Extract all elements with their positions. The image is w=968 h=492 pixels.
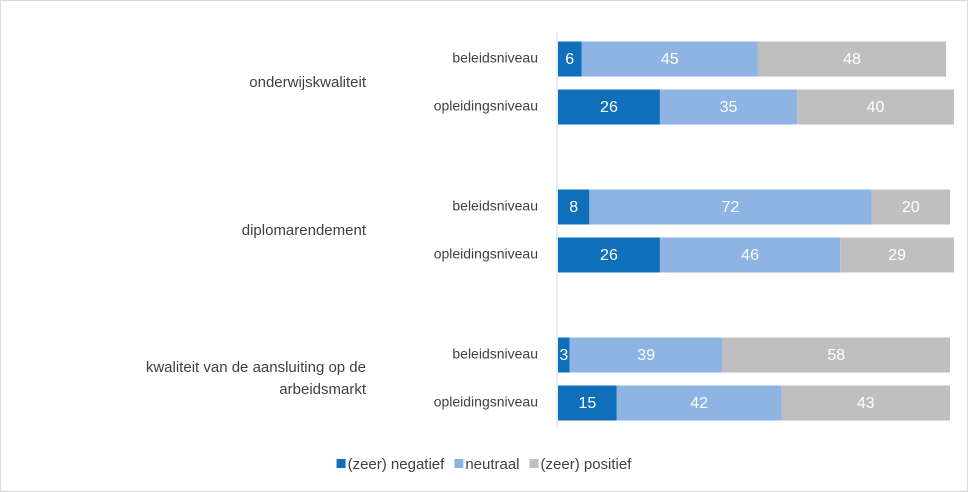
row-label: opleidingsniveau — [434, 246, 538, 262]
bar-segment — [616, 385, 782, 421]
bar-segment — [797, 89, 954, 125]
data-label: 35 — [720, 99, 738, 116]
legend-label: (zeer) negatief — [348, 456, 446, 473]
data-label: 45 — [661, 51, 679, 68]
data-label: 6 — [565, 51, 574, 68]
bar-segment — [757, 41, 947, 77]
row-label: beleidsniveau — [452, 198, 538, 214]
data-label: 20 — [902, 199, 920, 216]
bar-segment — [659, 89, 798, 125]
group-label: diplomarendement — [241, 222, 366, 239]
data-label: 29 — [888, 247, 906, 264]
row-label: beleidsniveau — [452, 50, 538, 66]
legend-label: (zeer) positief — [541, 456, 633, 473]
bar-segment — [558, 385, 617, 421]
legend-label: neutraal — [465, 456, 519, 473]
bar-segment — [781, 385, 950, 421]
bar-segment — [722, 337, 950, 373]
data-label: 26 — [600, 247, 618, 264]
data-label: 40 — [867, 99, 885, 116]
bar-segment — [558, 189, 590, 225]
legend-swatch — [336, 459, 346, 468]
bar-segment — [840, 237, 954, 273]
row-label: opleidingsniveau — [434, 98, 538, 114]
row-label: beleidsniveau — [452, 346, 538, 362]
data-label: 8 — [569, 199, 578, 216]
data-label: 15 — [579, 395, 597, 412]
bar-segment — [581, 41, 758, 77]
row-label: opleidingsniveau — [434, 394, 538, 410]
group-label: kwaliteit van de aansluiting op de arbei… — [145, 359, 366, 398]
bar-segment — [558, 89, 660, 125]
data-label: 26 — [600, 99, 618, 116]
bar-segment — [589, 189, 872, 225]
data-label: 39 — [637, 347, 655, 364]
bar-segment — [659, 237, 841, 273]
bar-segment — [569, 337, 723, 373]
legend-swatch — [529, 459, 539, 468]
bar-segment — [558, 237, 660, 273]
data-label: 58 — [827, 347, 845, 364]
data-label: 43 — [857, 395, 875, 412]
legend-swatch — [454, 459, 464, 468]
data-label: 48 — [843, 51, 861, 68]
data-label: 72 — [722, 199, 740, 216]
data-label: 46 — [741, 247, 759, 264]
group-label: onderwijskwaliteit — [249, 74, 366, 91]
data-label: 42 — [690, 395, 708, 412]
bar-segment — [871, 189, 950, 225]
data-label: 3 — [559, 347, 568, 364]
bar-segment — [558, 337, 570, 373]
bar-segment — [558, 41, 582, 77]
